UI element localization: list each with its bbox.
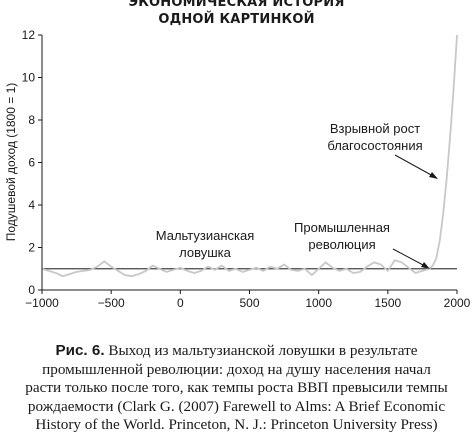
chart-title: ЭКОНОМИЧЕСКАЯ ИСТОРИЯ ОДНОЙ КАРТИНКОЙ — [0, 0, 473, 28]
y-tick-label-0: 0 — [28, 283, 35, 297]
caption-label: Рис. 6. — [55, 342, 105, 359]
figure-caption: Рис. 6. Выход из мальтузианской ловушки … — [8, 342, 465, 435]
annotation-malthusian-trap: Мальтузианская ловушка — [156, 228, 255, 260]
x-tick-label-2000: 2000 — [444, 296, 471, 310]
annotation-growth-arrowhead — [429, 172, 438, 179]
annotation-industrial-revolution: Промышленная революция — [294, 220, 390, 252]
caption-line-2: промышленной революции: доход на душу на… — [42, 360, 431, 378]
income-chart: 0 2 4 6 8 10 12 −1000 −500 0 500 1000 1500 2000 Подуш… — [4, 28, 471, 310]
annotation-industrial-arrow — [392, 248, 426, 267]
y-tick-label-10: 10 — [22, 71, 36, 85]
caption-line-4: рождаемости (Clark G. (2007) Farewell to… — [27, 397, 446, 415]
y-tick-label-2: 2 — [28, 241, 35, 255]
chart-title-line-2: ОДНОЙ КАРТИНКОЙ — [158, 12, 315, 27]
annotation-explosive-growth: Взрывной рост благосостояния — [327, 121, 422, 153]
annotation-growth-line-1: Взрывной рост — [330, 121, 420, 136]
x-tick-label-0: 0 — [177, 296, 184, 310]
y-tick-label-12: 12 — [22, 28, 36, 42]
caption-line-1: Рис. 6. Выход из мальтузианской ловушки … — [8, 342, 465, 361]
x-tick-label-1500: 1500 — [374, 296, 401, 310]
annotation-malthusian-line-2: ловушка — [179, 245, 231, 260]
annotation-growth-line-2: благосостояния — [327, 138, 422, 153]
x-tick-label--500: −500 — [98, 296, 125, 310]
annotation-industrial-line-2: революция — [308, 237, 375, 252]
x-tick-label-1000: 1000 — [305, 296, 332, 310]
caption-line-1-text: Выход из мальтузианской ловушки в резуль… — [108, 342, 418, 359]
chart-title-line-1: ЭКОНОМИЧЕСКАЯ ИСТОРИЯ — [128, 0, 345, 10]
annotation-malthusian-line-1: Мальтузианская — [156, 228, 255, 243]
series-line-0 — [41, 34, 458, 278]
y-tick-label-4: 4 — [28, 198, 35, 212]
caption-line-5: History of the World. Princeton, N. J.: … — [35, 416, 438, 434]
chart-marks: 0 2 4 6 8 10 12 −1000 −500 0 500 1000 1500 2000 — [22, 28, 471, 310]
annotation-growth-arrow — [394, 154, 434, 177]
x-tick-label-500: 500 — [239, 296, 259, 310]
y-tick-label-8: 8 — [28, 113, 35, 127]
caption-line-3: расти только после того, как темпы роста… — [25, 379, 448, 397]
annotation-industrial-arrowhead — [421, 262, 430, 269]
y-axis-label: Подушевой доход (1800 = 1) — [4, 83, 18, 241]
annotation-industrial-line-1: Промышленная — [294, 220, 390, 235]
x-tick-label--1000: −1000 — [25, 296, 59, 310]
y-tick-label-6: 6 — [28, 156, 35, 170]
